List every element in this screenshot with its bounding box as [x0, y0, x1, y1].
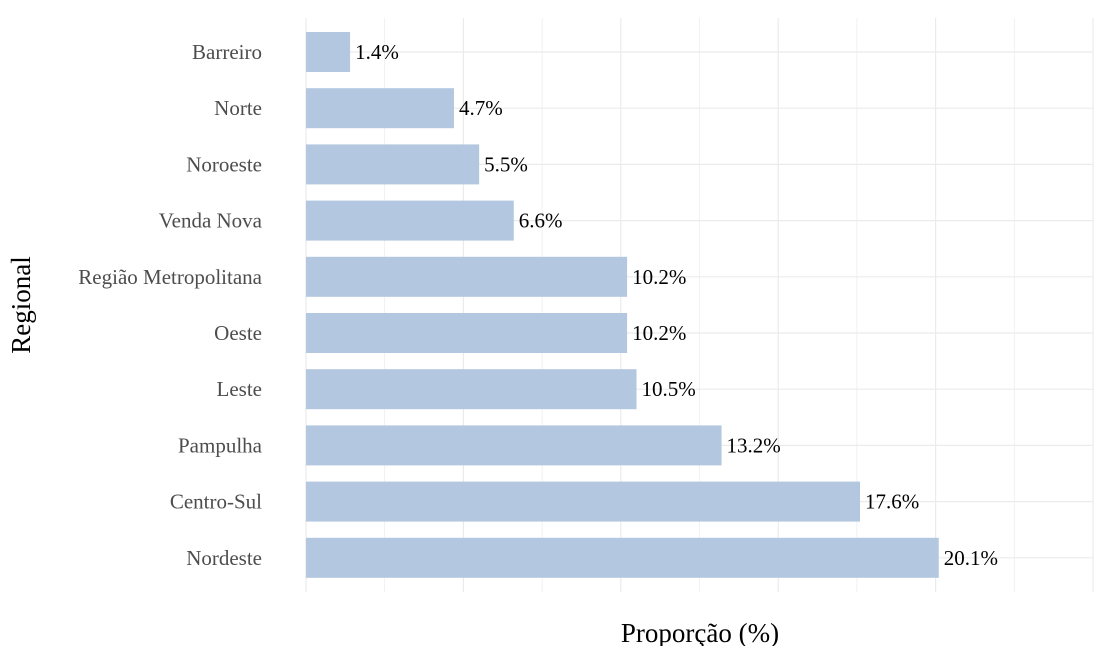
y-tick-label: Noroeste — [186, 152, 262, 176]
bar-value-label: 10.2% — [632, 321, 686, 345]
bars — [306, 32, 939, 578]
y-tick-label: Norte — [214, 96, 262, 120]
bar-venda-nova — [306, 200, 514, 241]
bar-value-label: 5.5% — [484, 152, 528, 176]
y-tick-label: Centro-Sul — [170, 490, 262, 514]
grid-lines — [305, 18, 1094, 592]
bar-centro-sul — [306, 481, 861, 522]
y-tick-label: Barreiro — [192, 40, 262, 64]
y-axis-title: Regional — [6, 256, 36, 353]
bar-pampulha — [306, 425, 722, 466]
bar-value-label: 4.7% — [459, 96, 503, 120]
bar-value-label: 20.1% — [944, 546, 998, 570]
bar-nordeste — [306, 537, 939, 578]
bar-value-label: 6.6% — [519, 209, 563, 233]
y-tick-label: Venda Nova — [159, 209, 263, 233]
y-tick-labels: Barreiro Norte Noroeste Venda Nova Região Me… — [78, 40, 262, 570]
bar-norte — [306, 88, 454, 129]
y-tick-label: Leste — [217, 377, 262, 401]
x-axis-title: Proporção (%) — [621, 618, 779, 646]
value-labels: 1.4% 4.7% 5.5% 6.6% 10.2% 10.2% 10.5% 13.2% 17.6… — [355, 40, 998, 570]
y-tick-label: Região Metropolitana — [78, 265, 262, 289]
bar-regi-o-metropolitana — [306, 256, 628, 297]
bar-value-label: 13.2% — [727, 433, 781, 457]
bar-oeste — [306, 313, 628, 353]
bar-value-label: 10.5% — [642, 377, 696, 401]
y-tick-label: Oeste — [214, 321, 262, 345]
bar-barreiro — [306, 32, 351, 72]
bar-noroeste — [306, 144, 480, 185]
bar-value-label: 10.2% — [632, 265, 686, 289]
bar-value-label: 17.6% — [865, 490, 919, 514]
y-tick-label: Nordeste — [186, 546, 262, 570]
bar-value-label: 1.4% — [355, 40, 399, 64]
bar-leste — [306, 369, 637, 410]
y-tick-label: Pampulha — [178, 433, 263, 457]
